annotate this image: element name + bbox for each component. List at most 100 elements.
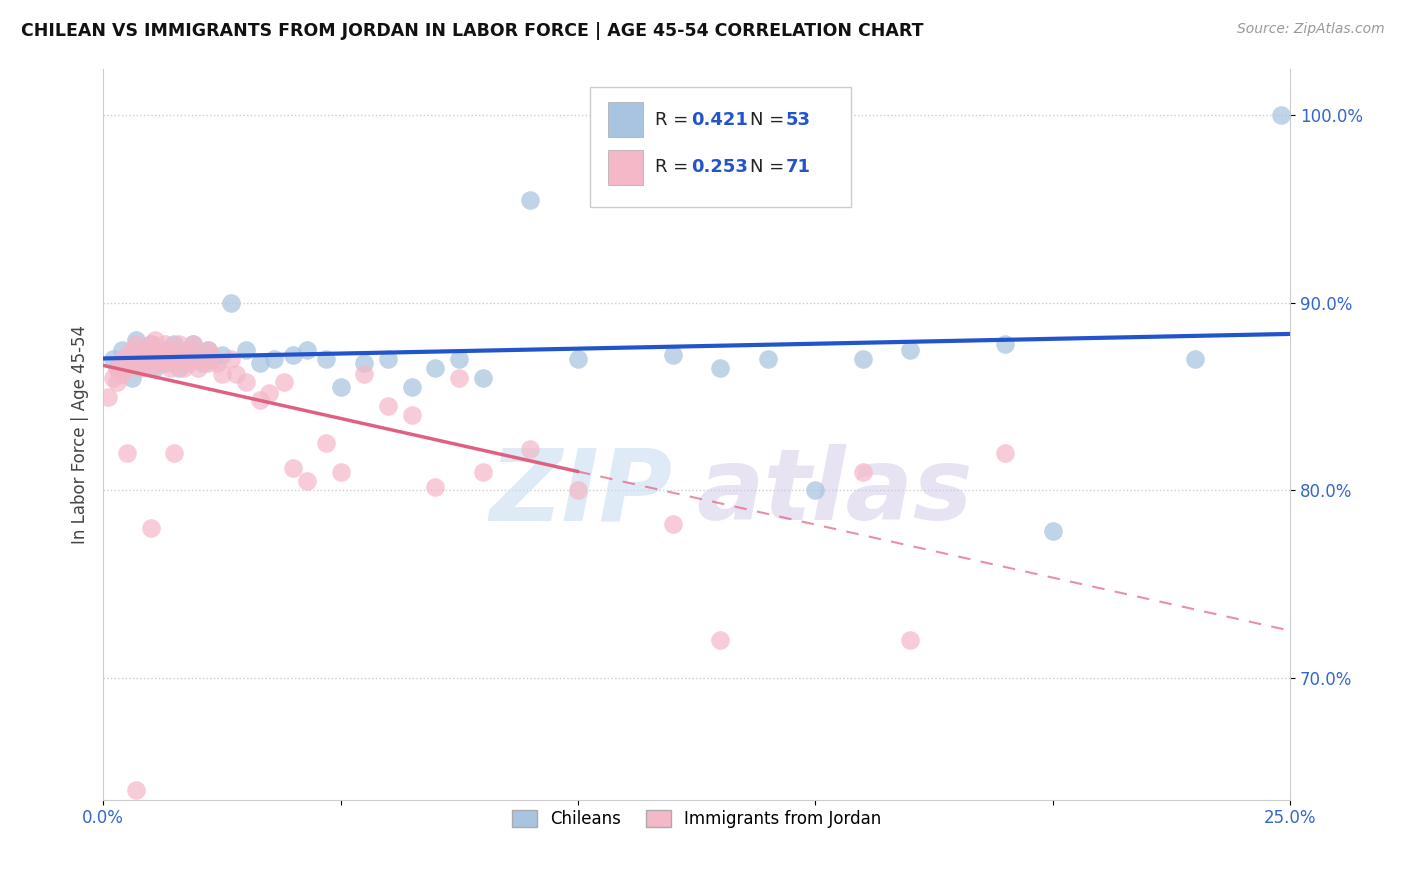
Text: CHILEAN VS IMMIGRANTS FROM JORDAN IN LABOR FORCE | AGE 45-54 CORRELATION CHART: CHILEAN VS IMMIGRANTS FROM JORDAN IN LAB… [21, 22, 924, 40]
Point [153, 337, 176, 351]
Point [756, 352, 779, 367]
Point [125, 337, 148, 351]
Point [183, 337, 205, 351]
Point [173, 352, 195, 367]
Point [662, 348, 685, 362]
Point [177, 343, 200, 357]
Point [135, 356, 157, 370]
Point [121, 356, 143, 370]
Point [211, 348, 233, 362]
Bar [607, 103, 643, 137]
Point [197, 356, 219, 370]
Point [353, 356, 375, 370]
Point [329, 465, 352, 479]
Point [143, 348, 166, 362]
Point [167, 337, 190, 351]
Point [235, 375, 257, 389]
Point [115, 356, 138, 370]
Point [852, 352, 875, 367]
Point [281, 348, 304, 362]
Point [221, 352, 243, 367]
Point [183, 337, 205, 351]
Point [139, 352, 162, 367]
Point [614, 183, 637, 197]
Point [177, 356, 200, 370]
Point [898, 633, 921, 648]
Point [449, 352, 471, 367]
Point [315, 436, 337, 450]
Point [263, 352, 285, 367]
Point [1042, 524, 1064, 539]
Point [149, 352, 172, 367]
Point [159, 348, 181, 362]
Point [425, 479, 447, 493]
Point [105, 361, 128, 376]
Point [249, 356, 271, 370]
Text: 71: 71 [786, 158, 811, 177]
Point [211, 367, 233, 381]
Point [121, 343, 143, 357]
Point [225, 367, 247, 381]
Point [115, 446, 138, 460]
Point [183, 352, 205, 367]
Point [205, 356, 228, 370]
Point [129, 356, 152, 370]
Point [125, 783, 148, 797]
Point [297, 474, 319, 488]
Point [315, 352, 337, 367]
Point [111, 367, 134, 381]
Point [567, 483, 589, 498]
Point [105, 375, 128, 389]
Text: N =: N = [749, 158, 790, 177]
Text: 0.421: 0.421 [690, 111, 748, 128]
Point [149, 343, 172, 357]
Point [259, 385, 281, 400]
Text: 0.253: 0.253 [690, 158, 748, 177]
Point [153, 352, 176, 367]
Point [297, 343, 319, 357]
Point [221, 295, 243, 310]
Point [709, 361, 731, 376]
Point [143, 361, 166, 376]
Point [115, 348, 138, 362]
Point [401, 409, 423, 423]
Point [167, 361, 190, 376]
Point [197, 343, 219, 357]
Point [105, 361, 128, 376]
Point [191, 352, 214, 367]
Text: ZIP: ZIP [489, 444, 673, 541]
Point [139, 337, 162, 351]
Point [159, 361, 181, 376]
Point [377, 399, 399, 413]
Point [163, 343, 186, 357]
Point [281, 460, 304, 475]
Point [353, 367, 375, 381]
Point [135, 343, 157, 357]
Point [125, 352, 148, 367]
Text: Source: ZipAtlas.com: Source: ZipAtlas.com [1237, 22, 1385, 37]
Point [173, 348, 195, 362]
Point [125, 334, 148, 348]
Point [197, 343, 219, 357]
Point [994, 337, 1017, 351]
Point [273, 375, 295, 389]
Point [153, 343, 176, 357]
Point [201, 352, 224, 367]
Point [135, 343, 157, 357]
Y-axis label: In Labor Force | Age 45-54: In Labor Force | Age 45-54 [72, 325, 89, 543]
Point [401, 380, 423, 394]
Point [472, 371, 495, 385]
Point [177, 343, 200, 357]
Point [567, 352, 589, 367]
Point [139, 521, 162, 535]
Point [173, 361, 195, 376]
Text: R =: R = [655, 158, 695, 177]
Point [167, 352, 190, 367]
Text: atlas: atlas [696, 444, 973, 541]
Point [159, 348, 181, 362]
Point [709, 633, 731, 648]
Point [121, 371, 143, 385]
Point [191, 356, 214, 370]
Text: 53: 53 [786, 111, 811, 128]
Point [101, 371, 124, 385]
